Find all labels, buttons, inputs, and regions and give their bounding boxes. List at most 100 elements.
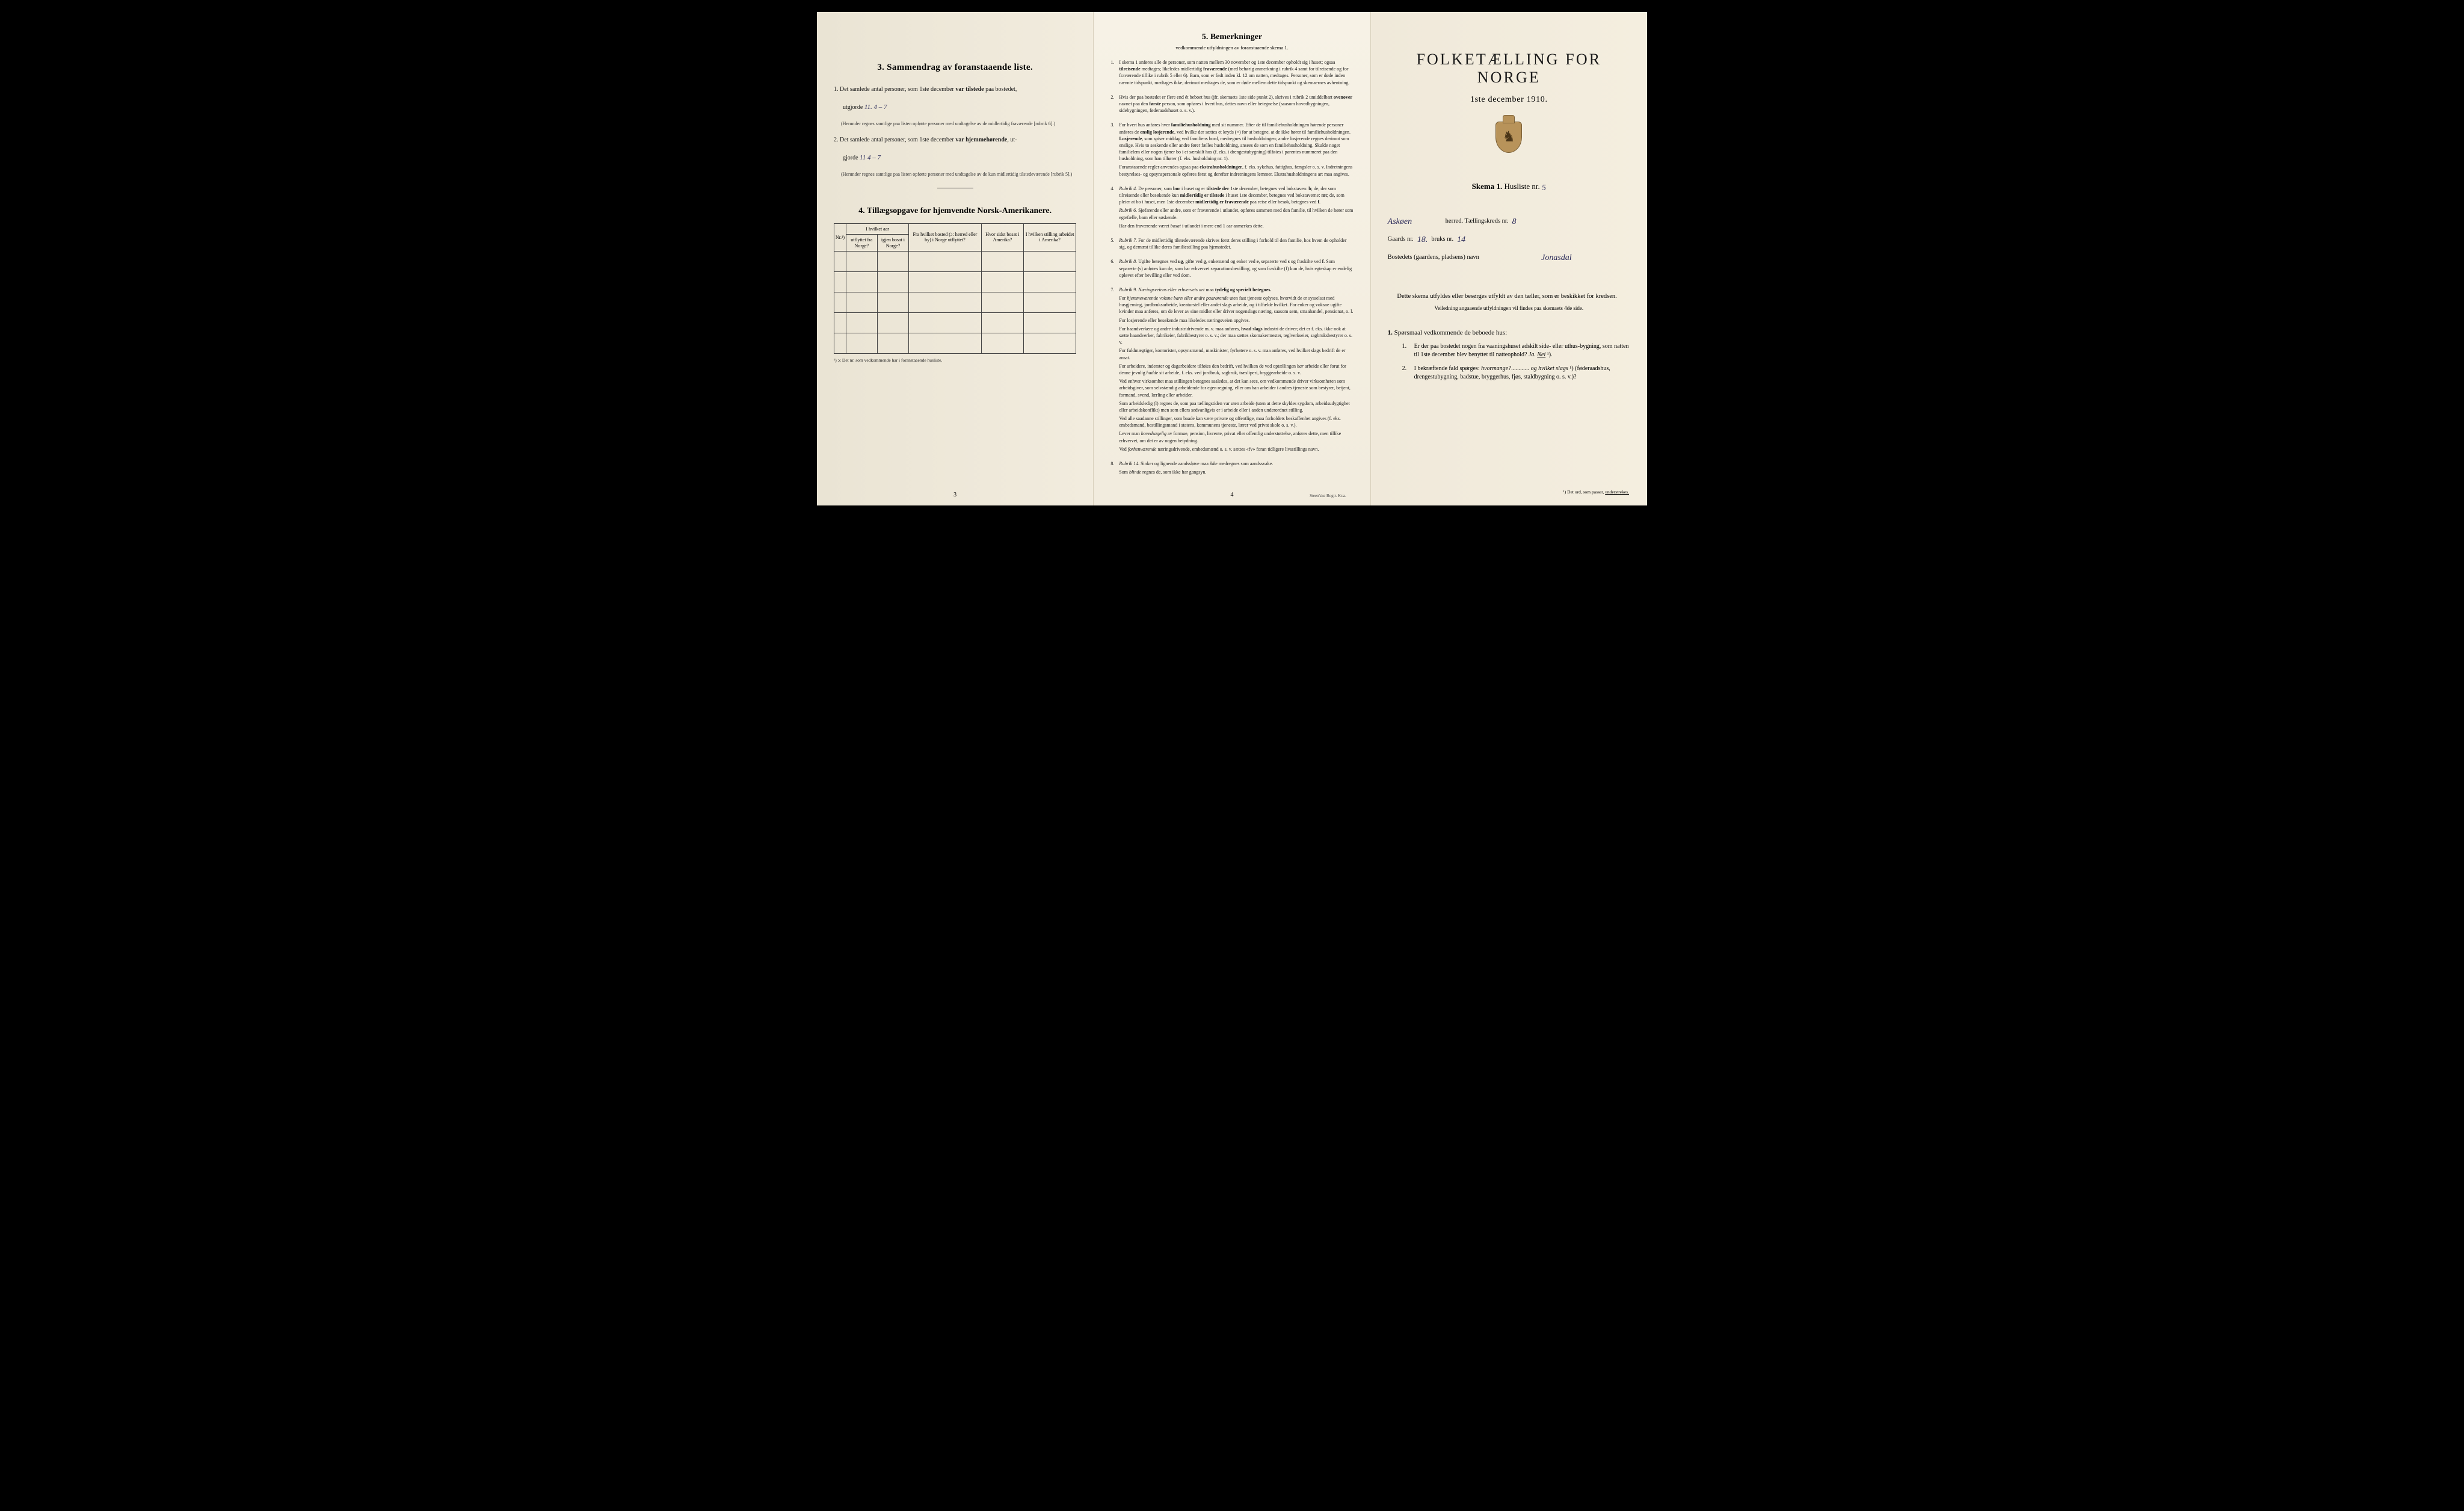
remark-paragraph: For arbeidere, inderster og dagarbeidere… xyxy=(1119,363,1353,376)
remark-paragraph: Ved alle saadanne stillinger, som baade … xyxy=(1119,415,1353,428)
remark-paragraph: Rubrik 8. Ugifte betegnes ved ug, gifte … xyxy=(1119,258,1353,279)
remark-paragraph: Ved forhenværende næringsdrivende, embed… xyxy=(1119,446,1353,453)
question-1: 1. Er der paa bostedet nogen fra vaaning… xyxy=(1402,342,1630,360)
remark-num: 8. xyxy=(1110,460,1119,477)
skema-label: Husliste nr. xyxy=(1502,182,1539,191)
item-1-pre: 1. Det samlede antal personer, som 1ste … xyxy=(834,86,955,93)
remark-num: 3. xyxy=(1110,122,1119,179)
remark-paragraph: For fuldmægtiger, kontorister, opsynsmæn… xyxy=(1119,347,1353,360)
th-nr: Nr.¹) xyxy=(834,223,846,252)
item-2-ut: gjorde xyxy=(843,155,858,161)
remark-body: Hvis der paa bostedet er flere end ét be… xyxy=(1119,94,1353,116)
remark-paragraph: Rubrik 6. Sjøfarende eller andre, som er… xyxy=(1119,207,1353,220)
q-heading-text: Spørsmaal vedkommende de beboede hus: xyxy=(1393,329,1507,336)
kreds-handwriting: 8 xyxy=(1512,217,1516,227)
remark-body: Rubrik 14. Sinker og lignende aandssløve… xyxy=(1119,460,1353,477)
item-2-pre: 2. Det samlede antal personer, som 1ste … xyxy=(834,137,955,143)
item-2-note: (Herunder regnes samtlige paa listen opf… xyxy=(834,171,1076,178)
table-row xyxy=(834,292,1076,313)
section-5-sub: vedkommende utfyldningen av foranstaaend… xyxy=(1110,45,1353,51)
date-line: 1ste december 1910. xyxy=(1388,95,1630,105)
remark-paragraph: Foranstaaende regler anvendes ogsaa paa … xyxy=(1119,164,1353,177)
remark-item: 6.Rubrik 8. Ugifte betegnes ved ug, gift… xyxy=(1110,258,1353,280)
th-year: I hvilket aar xyxy=(846,223,909,235)
question-2: 2. I bekræftende fald spørges: hvormange… xyxy=(1402,365,1630,382)
th-where: Hvor sidst bosat i Amerika? xyxy=(981,223,1023,252)
page-number: 3 xyxy=(953,492,956,498)
remark-paragraph: Rubrik 9. Næringsveiens eller erhvervets… xyxy=(1119,286,1353,293)
table-footnote: ¹) ɔ: Det nr. som vedkommende har i fora… xyxy=(834,357,1076,363)
coat-of-arms-icon: ♞ xyxy=(1491,122,1527,164)
item-1-note: (Herunder regnes samtlige paa listen opf… xyxy=(834,121,1076,128)
q1-num: 1. xyxy=(1402,342,1409,360)
q-heading-num: 1. xyxy=(1388,329,1393,336)
page-3: 3. Sammendrag av foranstaaende liste. 1.… xyxy=(817,12,1093,505)
footnote: ¹) Det ord, som passer, understrekes. xyxy=(1563,489,1629,495)
remark-num: 2. xyxy=(1110,94,1119,116)
page-4: 5. Bemerkninger vedkommende utfyldningen… xyxy=(1093,12,1370,505)
item-1: 1. Det samlede antal personer, som 1ste … xyxy=(834,85,1076,94)
skema-bold: Skema 1. xyxy=(1472,182,1503,191)
remark-paragraph: For losjerende eller besøkende maa likel… xyxy=(1119,317,1353,324)
q2-num: 2. xyxy=(1402,365,1409,382)
gaards-handwriting: 18. xyxy=(1417,235,1428,245)
item-2-post: , ut- xyxy=(1007,137,1017,143)
remark-body: Rubrik 7. For de midlertidig tilstedevær… xyxy=(1119,237,1353,252)
document-spread: 3. Sammendrag av foranstaaende liste. 1.… xyxy=(817,12,1647,505)
remark-item: 7.Rubrik 9. Næringsveiens eller erhverve… xyxy=(1110,286,1353,454)
remark-paragraph: For haandverkere og andre industridriven… xyxy=(1119,326,1353,346)
herred-handwriting: Askøen xyxy=(1388,217,1442,227)
remark-num: 5. xyxy=(1110,237,1119,252)
remark-item: 5.Rubrik 7. For de midlertidig tilstedev… xyxy=(1110,237,1353,252)
item-1-ut: utgjorde xyxy=(843,104,863,111)
remark-item: 3.For hvert hus anføres hver familiehush… xyxy=(1110,122,1353,179)
table-row xyxy=(834,272,1076,292)
emigrant-table: Nr.¹) I hvilket aar Fra hvilket bosted (… xyxy=(834,223,1076,354)
remark-paragraph: Lever man hovedsagelig av formue, pensio… xyxy=(1119,430,1353,443)
remark-paragraph: For hvert hus anføres hver familiehushol… xyxy=(1119,122,1353,162)
skema-line: Skema 1. Husliste nr. 5 xyxy=(1388,182,1630,192)
main-title: FOLKETÆLLING FOR NORGE xyxy=(1388,51,1630,87)
item-1-bold: var tilstede xyxy=(955,86,984,93)
remark-paragraph: Hvis der paa bostedet er flere end ét be… xyxy=(1119,94,1353,114)
herred-label: herred. Tællingskreds nr. xyxy=(1446,218,1509,224)
bosted-label: Bostedets (gaardens, pladsens) navn xyxy=(1388,254,1479,261)
fill-group: Askøen herred. Tællingskreds nr. 8 Gaard… xyxy=(1388,216,1630,262)
bosted-row: Bostedets (gaardens, pladsens) navn Jona… xyxy=(1388,252,1630,262)
remark-paragraph: I skema 1 anføres alle de personer, som … xyxy=(1119,59,1353,86)
item-1-line2: utgjorde 11. 4 – 7 xyxy=(834,102,1076,113)
remark-paragraph: Som blinde regnes de, som ikke har gangs… xyxy=(1119,469,1353,475)
lion-icon: ♞ xyxy=(1503,128,1516,146)
item-2-handwriting: 11 4 – 7 xyxy=(860,154,881,161)
th-from: Fra hvilket bosted (ɔ: herred eller by) … xyxy=(909,223,981,252)
remark-paragraph: Rubrik 7. For de midlertidig tilstedevær… xyxy=(1119,237,1353,250)
remark-paragraph: Som arbeidsledig (l) regnes de, som paa … xyxy=(1119,400,1353,413)
herred-row: Askøen herred. Tællingskreds nr. 8 xyxy=(1388,216,1630,226)
page-1-title: FOLKETÆLLING FOR NORGE 1ste december 191… xyxy=(1370,12,1647,505)
remark-paragraph: For hjemmeværende voksne barn eller andr… xyxy=(1119,295,1353,315)
instruction-text: Dette skema utfyldes eller besørges utfy… xyxy=(1388,292,1630,301)
question-heading: 1. Spørsmaal vedkommende de beboede hus: xyxy=(1388,329,1630,336)
husliste-nr: 5 xyxy=(1542,184,1546,193)
bruks-handwriting: 14 xyxy=(1457,235,1465,245)
q1-body: Er der paa bostedet nogen fra vaaningshu… xyxy=(1414,342,1630,360)
bosted-handwriting: Jonasdal xyxy=(1483,253,1630,263)
section-4-heading: 4. Tillægsopgave for hjemvendte Norsk-Am… xyxy=(834,206,1076,216)
question-list: 1. Er der paa bostedet nogen fra vaaning… xyxy=(1388,342,1630,382)
instruction-sub: Veiledning angaaende utfyldningen vil fi… xyxy=(1388,305,1630,311)
remark-body: For hvert hus anføres hver familiehushol… xyxy=(1119,122,1353,179)
remark-item: 4.Rubrik 4. De personer, som bor i huset… xyxy=(1110,185,1353,231)
item-2-line2: gjorde 11 4 – 7 xyxy=(834,153,1076,163)
remark-num: 4. xyxy=(1110,185,1119,231)
printer-mark: Steen'ske Bogtr. Kr.a. xyxy=(1310,493,1346,498)
q2-body: I bekræftende fald spørges: hvormange?..… xyxy=(1414,365,1630,382)
table-row xyxy=(834,333,1076,354)
remark-item: 1.I skema 1 anføres alle de personer, so… xyxy=(1110,59,1353,88)
remark-item: 8.Rubrik 14. Sinker og lignende aandsslø… xyxy=(1110,460,1353,477)
remark-paragraph: Ved enhver virksomhet maa stillingen bet… xyxy=(1119,378,1353,398)
item-1-post: paa bostedet, xyxy=(984,86,1017,93)
remark-paragraph: Rubrik 14. Sinker og lignende aandssløve… xyxy=(1119,460,1353,467)
item-1-handwriting: 11. 4 – 7 xyxy=(864,104,887,111)
table-row xyxy=(834,313,1076,333)
gaards-label: Gaards nr. xyxy=(1388,236,1414,243)
